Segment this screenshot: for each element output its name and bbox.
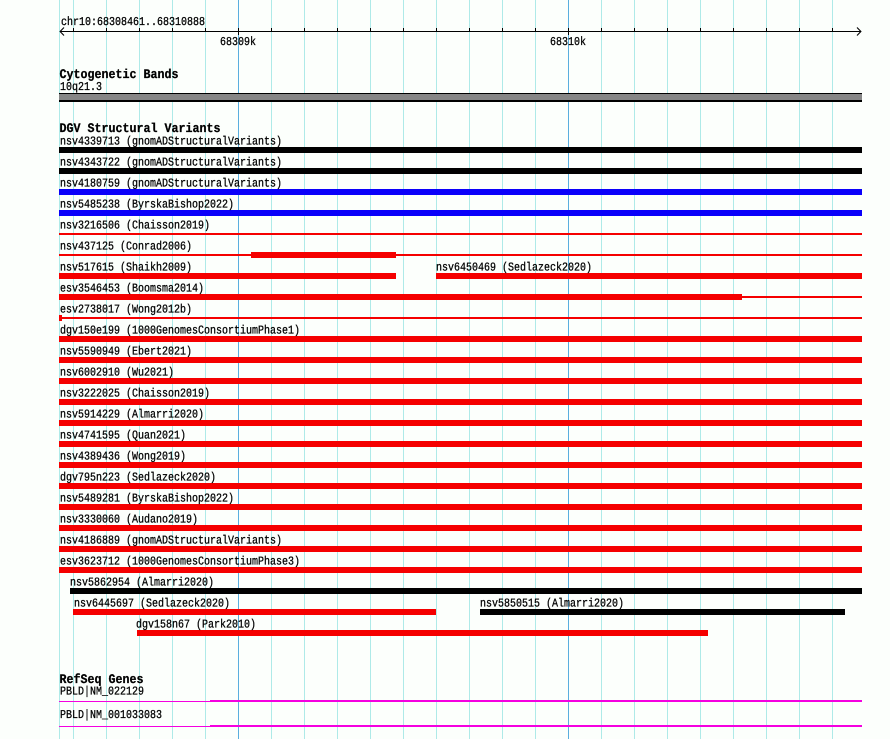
svg-text:nsv3216506 (Chaisson2019): nsv3216506 (Chaisson2019) <box>60 218 210 232</box>
svg-text:nsv6450469 (Sedlazeck2020): nsv6450469 (Sedlazeck2020) <box>436 260 592 274</box>
svg-text:nsv437125 (Conrad2006): nsv437125 (Conrad2006) <box>60 239 192 253</box>
svg-text:10q21.3: 10q21.3 <box>60 80 102 94</box>
svg-text:DGV Structural Variants: DGV Structural Variants <box>60 121 221 136</box>
svg-text:nsv5485238 (ByrskaBishop2022): nsv5485238 (ByrskaBishop2022) <box>60 197 234 211</box>
svg-text:PBLD|NM_001033083: PBLD|NM_001033083 <box>60 708 162 722</box>
svg-text:nsv4180759 (gnomADStructuralVa: nsv4180759 (gnomADStructuralVariants) <box>60 176 282 190</box>
svg-text:esv3623712 (1000GenomesConsort: esv3623712 (1000GenomesConsortiumPhase3) <box>60 554 300 568</box>
svg-text:esv2738017 (Wong2012b): esv2738017 (Wong2012b) <box>60 302 192 316</box>
svg-text:nsv4741595 (Quan2021): nsv4741595 (Quan2021) <box>60 428 186 442</box>
svg-text:nsv4339713 (gnomADStructuralVa: nsv4339713 (gnomADStructuralVariants) <box>60 134 282 148</box>
svg-text:nsv6002910 (Wu2021): nsv6002910 (Wu2021) <box>60 365 174 379</box>
svg-text:nsv6445697 (Sedlazeck2020): nsv6445697 (Sedlazeck2020) <box>74 596 230 610</box>
svg-text:nsv3330060 (Audano2019): nsv3330060 (Audano2019) <box>60 512 198 526</box>
svg-text:PBLD|NM_022129: PBLD|NM_022129 <box>60 685 144 699</box>
svg-text:nsv5862954 (Almarri2020): nsv5862954 (Almarri2020) <box>70 575 214 589</box>
svg-text:68310k: 68310k <box>550 35 586 49</box>
svg-text:nsv4389436 (Wong2019): nsv4389436 (Wong2019) <box>60 449 186 463</box>
svg-text:dgv150e199 (1000GenomesConsort: dgv150e199 (1000GenomesConsortiumPhase1) <box>60 323 300 337</box>
svg-text:Cytogenetic Bands: Cytogenetic Bands <box>60 67 179 82</box>
svg-text:nsv5914229 (Almarri2020): nsv5914229 (Almarri2020) <box>60 407 204 421</box>
svg-text:RefSeq Genes: RefSeq Genes <box>60 672 144 687</box>
svg-text:nsv5489281 (ByrskaBishop2022): nsv5489281 (ByrskaBishop2022) <box>60 491 234 505</box>
svg-text:nsv5590949 (Ebert2021): nsv5590949 (Ebert2021) <box>60 344 192 358</box>
svg-text:nsv4343722 (gnomADStructuralVa: nsv4343722 (gnomADStructuralVariants) <box>60 155 282 169</box>
svg-text:esv3546453 (Boomsma2014): esv3546453 (Boomsma2014) <box>60 281 204 295</box>
svg-text:dgv158n67 (Park2010): dgv158n67 (Park2010) <box>136 617 256 631</box>
svg-text:nsv517615 (Shaikh2009): nsv517615 (Shaikh2009) <box>60 260 192 274</box>
svg-text:nsv4186889 (gnomADStructuralVa: nsv4186889 (gnomADStructuralVariants) <box>60 533 282 547</box>
svg-text:dgv795n223 (Sedlazeck2020): dgv795n223 (Sedlazeck2020) <box>60 470 216 484</box>
svg-text:68309k: 68309k <box>220 35 256 49</box>
svg-text:nsv3222025 (Chaisson2019): nsv3222025 (Chaisson2019) <box>60 386 210 400</box>
svg-text:nsv5850515 (Almarri2020): nsv5850515 (Almarri2020) <box>480 596 624 610</box>
svg-text:chr10:68308461..68310888: chr10:68308461..68310888 <box>61 15 205 29</box>
